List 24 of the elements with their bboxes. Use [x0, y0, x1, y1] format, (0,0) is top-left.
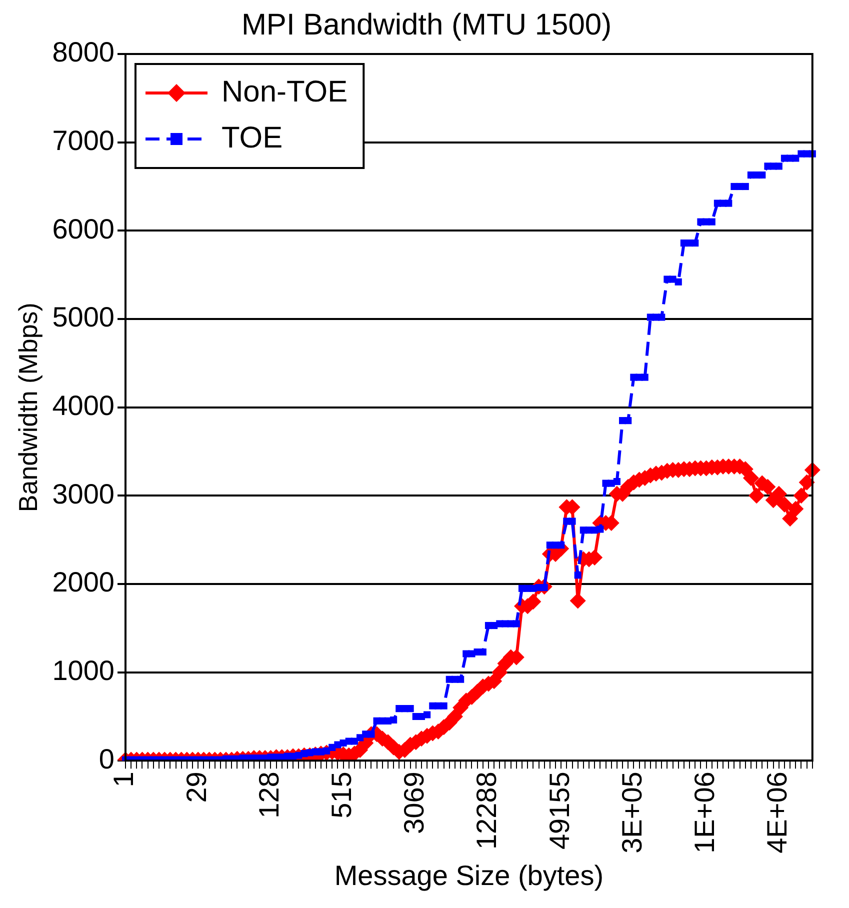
y-tick-label: 6000	[52, 213, 114, 244]
y-tick-label: 4000	[52, 390, 114, 422]
x-tick-label: 515	[326, 772, 358, 818]
y-tick-label: 7000	[52, 125, 114, 156]
x-tick-label: 49155	[544, 772, 575, 850]
y-axis-title: Bandwidth (Mbps)	[12, 302, 43, 512]
y-tick-label: 5000	[52, 302, 114, 333]
y-tick-label: 0	[98, 743, 114, 774]
y-tick-label: 2000	[52, 566, 114, 598]
chart-title: MPI Bandwidth (MTU 1500)	[241, 8, 612, 42]
x-tick-label: 128	[253, 772, 284, 818]
y-tick-label: 8000	[52, 36, 114, 68]
x-tick-label: 29	[180, 772, 212, 803]
x-tick-label: 12288	[471, 772, 502, 850]
x-tick-label: 1	[108, 772, 140, 788]
x-tick-label: 3069	[398, 772, 430, 834]
x-axis-title: Message Size (bytes)	[334, 860, 604, 891]
y-tick-label: 3000	[52, 478, 114, 510]
x-tick-label: 1E+06	[689, 772, 720, 854]
legend-label: Non-TOE	[221, 75, 348, 108]
x-tick-label: 4E+06	[762, 772, 793, 854]
x-tick-label: 3E+05	[616, 772, 648, 854]
legend-label: TOE	[221, 121, 283, 154]
y-tick-label: 1000	[52, 655, 114, 686]
